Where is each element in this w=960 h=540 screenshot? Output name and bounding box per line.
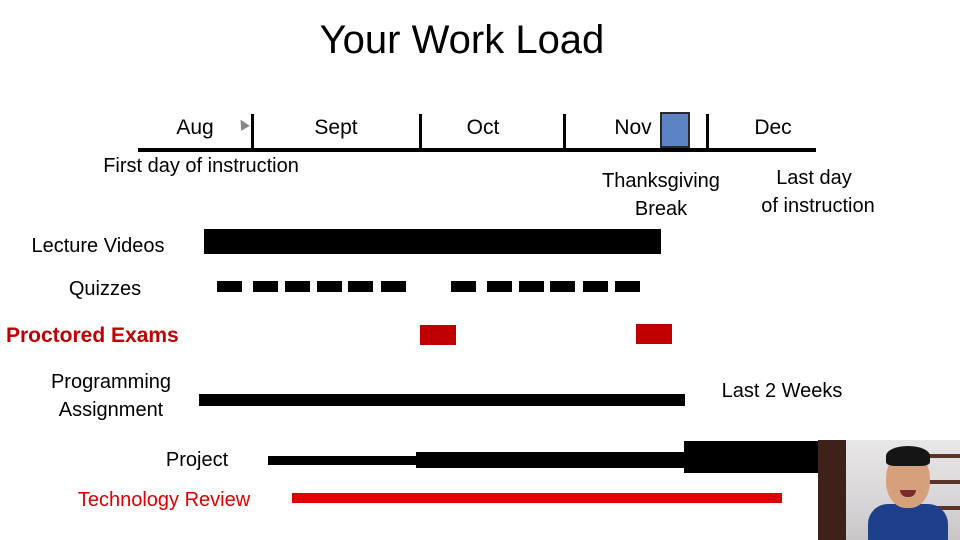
month-divider bbox=[419, 114, 422, 148]
month-sept: Sept bbox=[314, 116, 358, 139]
month-divider bbox=[251, 114, 254, 148]
quiz-dash bbox=[550, 281, 575, 292]
quiz-dash bbox=[381, 281, 406, 292]
timeline-axis bbox=[138, 148, 816, 152]
quiz-dash bbox=[285, 281, 310, 292]
quiz-dash bbox=[615, 281, 640, 292]
quiz-dash bbox=[583, 281, 608, 292]
programming-label-line1: Programming bbox=[50, 371, 172, 393]
quiz-dash bbox=[217, 281, 242, 292]
presenter-shirt bbox=[868, 504, 948, 540]
project-bar-phase3 bbox=[684, 441, 818, 473]
lecture-videos-bar bbox=[204, 229, 661, 254]
quiz-dash bbox=[451, 281, 476, 292]
slide-title: Your Work Load bbox=[319, 18, 605, 62]
quiz-dash bbox=[348, 281, 373, 292]
month-divider bbox=[706, 114, 709, 148]
last-two-weeks-note: Last 2 Weeks bbox=[721, 380, 843, 402]
quiz-dash bbox=[487, 281, 512, 292]
month-nov: Nov bbox=[614, 116, 652, 139]
thanksgiving-note-line1: Thanksgiving bbox=[602, 170, 720, 192]
project-label: Project bbox=[165, 449, 229, 471]
first-day-note: First day of instruction bbox=[103, 155, 299, 177]
bookshelf-left bbox=[818, 440, 846, 540]
last-day-note-line2: of instruction bbox=[761, 195, 875, 217]
quizzes-label: Quizzes bbox=[68, 278, 142, 300]
programming-bar bbox=[199, 394, 685, 406]
presenter-mouth bbox=[900, 490, 916, 497]
technology-review-bar bbox=[292, 493, 782, 503]
bookshelf bbox=[922, 480, 960, 484]
presenter-webcam-feed bbox=[818, 440, 960, 540]
exam-block-midterm bbox=[420, 325, 456, 345]
project-bar-phase1 bbox=[268, 456, 418, 465]
quiz-dash bbox=[519, 281, 544, 292]
bookshelf bbox=[922, 454, 960, 458]
quiz-dash bbox=[317, 281, 342, 292]
project-bar-phase2 bbox=[416, 452, 686, 468]
exam-block-final bbox=[636, 324, 672, 344]
thanksgiving-break-marker bbox=[660, 112, 690, 148]
month-aug: Aug bbox=[176, 116, 214, 139]
month-oct: Oct bbox=[466, 116, 500, 139]
month-divider bbox=[563, 114, 566, 148]
last-day-note-line1: Last day bbox=[776, 167, 852, 189]
quiz-dash bbox=[253, 281, 278, 292]
presenter-hair bbox=[886, 446, 930, 466]
month-dec: Dec bbox=[754, 116, 792, 139]
lecture-videos-label: Lecture Videos bbox=[31, 235, 165, 257]
technology-review-label: Technology Review bbox=[77, 489, 251, 511]
thanksgiving-note-line2: Break bbox=[634, 198, 688, 220]
proctored-exams-label: Proctored Exams bbox=[6, 324, 179, 347]
programming-label-line2: Assignment bbox=[58, 399, 164, 421]
mouse-cursor-icon bbox=[236, 117, 250, 131]
